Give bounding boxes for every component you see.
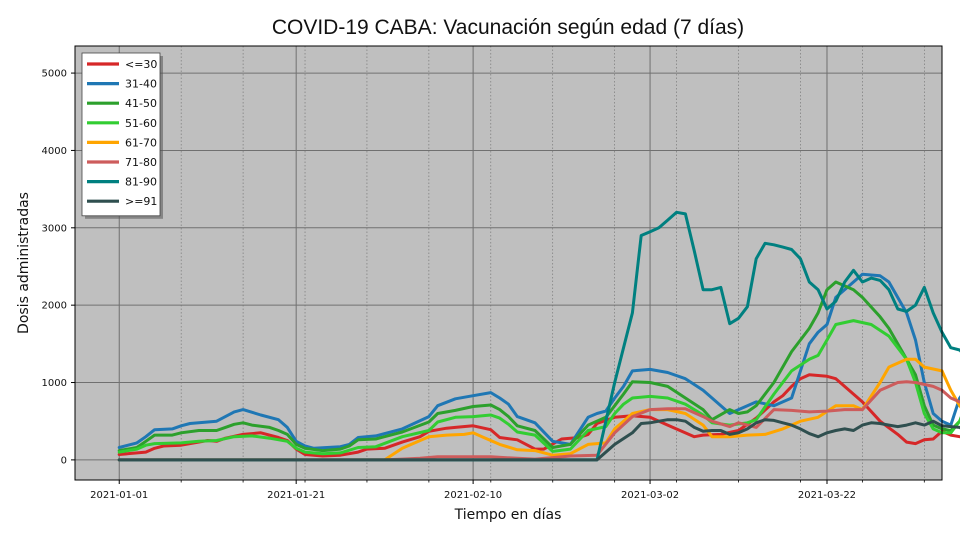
legend-label: 51-60 bbox=[125, 117, 157, 130]
x-tick-label: 2021-02-10 bbox=[444, 490, 502, 501]
series-line bbox=[117, 373, 960, 458]
y-tick-label: 2000 bbox=[42, 301, 67, 312]
y-tick-label: 1000 bbox=[42, 378, 67, 389]
x-tick-label: 2021-03-22 bbox=[798, 490, 856, 501]
legend: <=30 31-40 41-50 51-60 61-70 71-80 81-90 >=91 bbox=[81, 52, 163, 219]
y-tick-label: 3000 bbox=[42, 223, 67, 234]
series-line bbox=[117, 319, 960, 456]
x-tick-label: 2021-01-01 bbox=[90, 490, 148, 501]
x-tick-label: 2021-01-21 bbox=[267, 490, 325, 501]
x-axis-label: Tiempo en días bbox=[454, 507, 562, 523]
grid bbox=[75, 46, 942, 480]
series-line bbox=[117, 357, 960, 462]
chart-title: COVID-19 CABA: Vacunación según edad (7 … bbox=[272, 16, 744, 39]
legend-label: 31-40 bbox=[125, 78, 157, 91]
legend-box bbox=[81, 52, 161, 217]
legend-label: 81-90 bbox=[125, 176, 157, 189]
legend-label: >=91 bbox=[125, 195, 157, 208]
series-line bbox=[117, 418, 960, 462]
y-tick-label: 4000 bbox=[42, 146, 67, 157]
plot-area bbox=[75, 46, 942, 480]
legend-label: 71-80 bbox=[125, 156, 157, 169]
x-tick-label: 2021-03-02 bbox=[621, 490, 679, 501]
y-tick-label: 5000 bbox=[42, 69, 67, 80]
legend-label: 61-70 bbox=[125, 136, 157, 149]
series-line bbox=[117, 272, 960, 450]
legend-label: <=30 bbox=[125, 58, 157, 71]
series-layer bbox=[117, 210, 960, 462]
legend-label: 41-50 bbox=[125, 97, 157, 110]
y-axis-label: Dosis administradas bbox=[16, 192, 32, 334]
y-tick-label: 0 bbox=[61, 455, 67, 466]
plot-frame bbox=[74, 45, 943, 481]
series-line bbox=[117, 280, 960, 453]
axes: 2021-01-01 2021-01-21 2021-02-10 2021-03-02… bbox=[42, 45, 943, 501]
series-line bbox=[117, 210, 960, 462]
